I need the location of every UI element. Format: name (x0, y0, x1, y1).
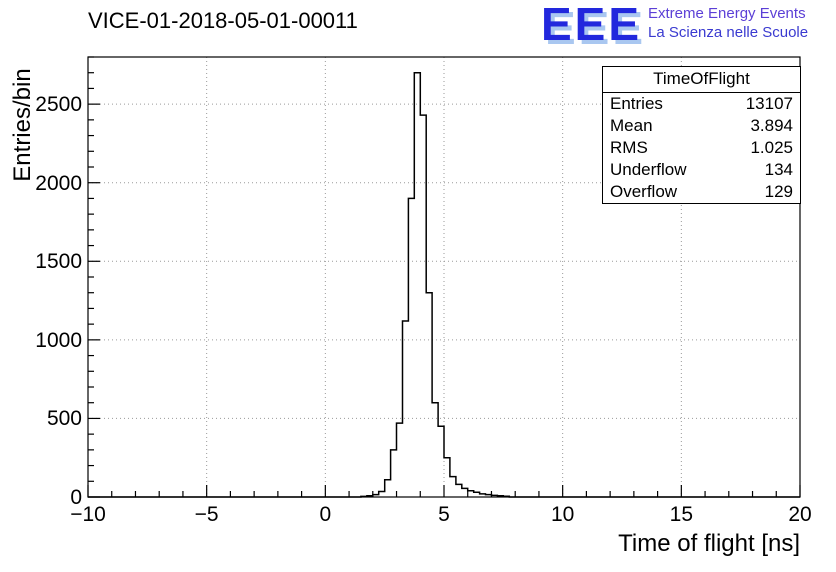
x-tick-label: 20 (788, 503, 812, 526)
stats-row-label: Overflow (610, 182, 678, 201)
y-tick-label: 1000 (35, 328, 82, 352)
x-tick-label: 15 (669, 503, 693, 526)
y-tick-label: 0 (70, 486, 82, 509)
y-tick-label: 2500 (35, 93, 82, 117)
stats-row-label: Underflow (610, 160, 687, 179)
stats-row-value: 1.025 (750, 138, 793, 157)
x-tick-label: 5 (438, 503, 450, 526)
stats-row: Underflow 134 (603, 159, 800, 181)
eee-logo-text: Extreme Energy Events La Scienza nelle S… (648, 5, 808, 43)
stats-box: TimeOfFlight Entries 13107 Mean 3.894 RMS 1.0… (602, 66, 801, 204)
y-tick-label: 1500 (35, 250, 82, 274)
x-tick-label: −5 (194, 503, 219, 526)
stats-row: Overflow 129 (603, 181, 800, 203)
stats-box-title: TimeOfFlight (603, 67, 800, 93)
stats-row-value: 3.894 (750, 116, 793, 135)
stats-box-rows: Entries 13107 Mean 3.894 RMS 1.025 Underflow 13… (603, 93, 800, 203)
stats-row: RMS 1.025 (603, 137, 800, 159)
eee-logo: EEE (541, 0, 643, 50)
y-tick-label: 2000 (35, 171, 82, 195)
stats-row-label: RMS (610, 138, 648, 157)
page-title: VICE-01-2018-05-01-00011 (88, 8, 358, 33)
eee-logo-line1: Extreme Energy Events (648, 5, 806, 22)
x-tick-label: −10 (70, 503, 106, 526)
stats-row-value: 13107 (745, 94, 793, 113)
stats-row-label: Entries (610, 94, 663, 113)
stats-row-value: 134 (764, 160, 793, 179)
y-tick-label: 500 (46, 407, 82, 431)
stats-row: Mean 3.894 (603, 115, 800, 137)
x-tick-label: 0 (319, 503, 332, 526)
x-axis-title: Time of flight [ns] (618, 530, 800, 557)
x-tick-label: 10 (550, 503, 575, 526)
stats-row-label: Mean (610, 116, 653, 135)
stats-row: Entries 13107 (603, 93, 800, 115)
eee-logo-line2: La Scienza nelle Scuole (648, 23, 809, 41)
stats-row-value: 129 (764, 182, 793, 201)
histogram-line (88, 71, 800, 498)
